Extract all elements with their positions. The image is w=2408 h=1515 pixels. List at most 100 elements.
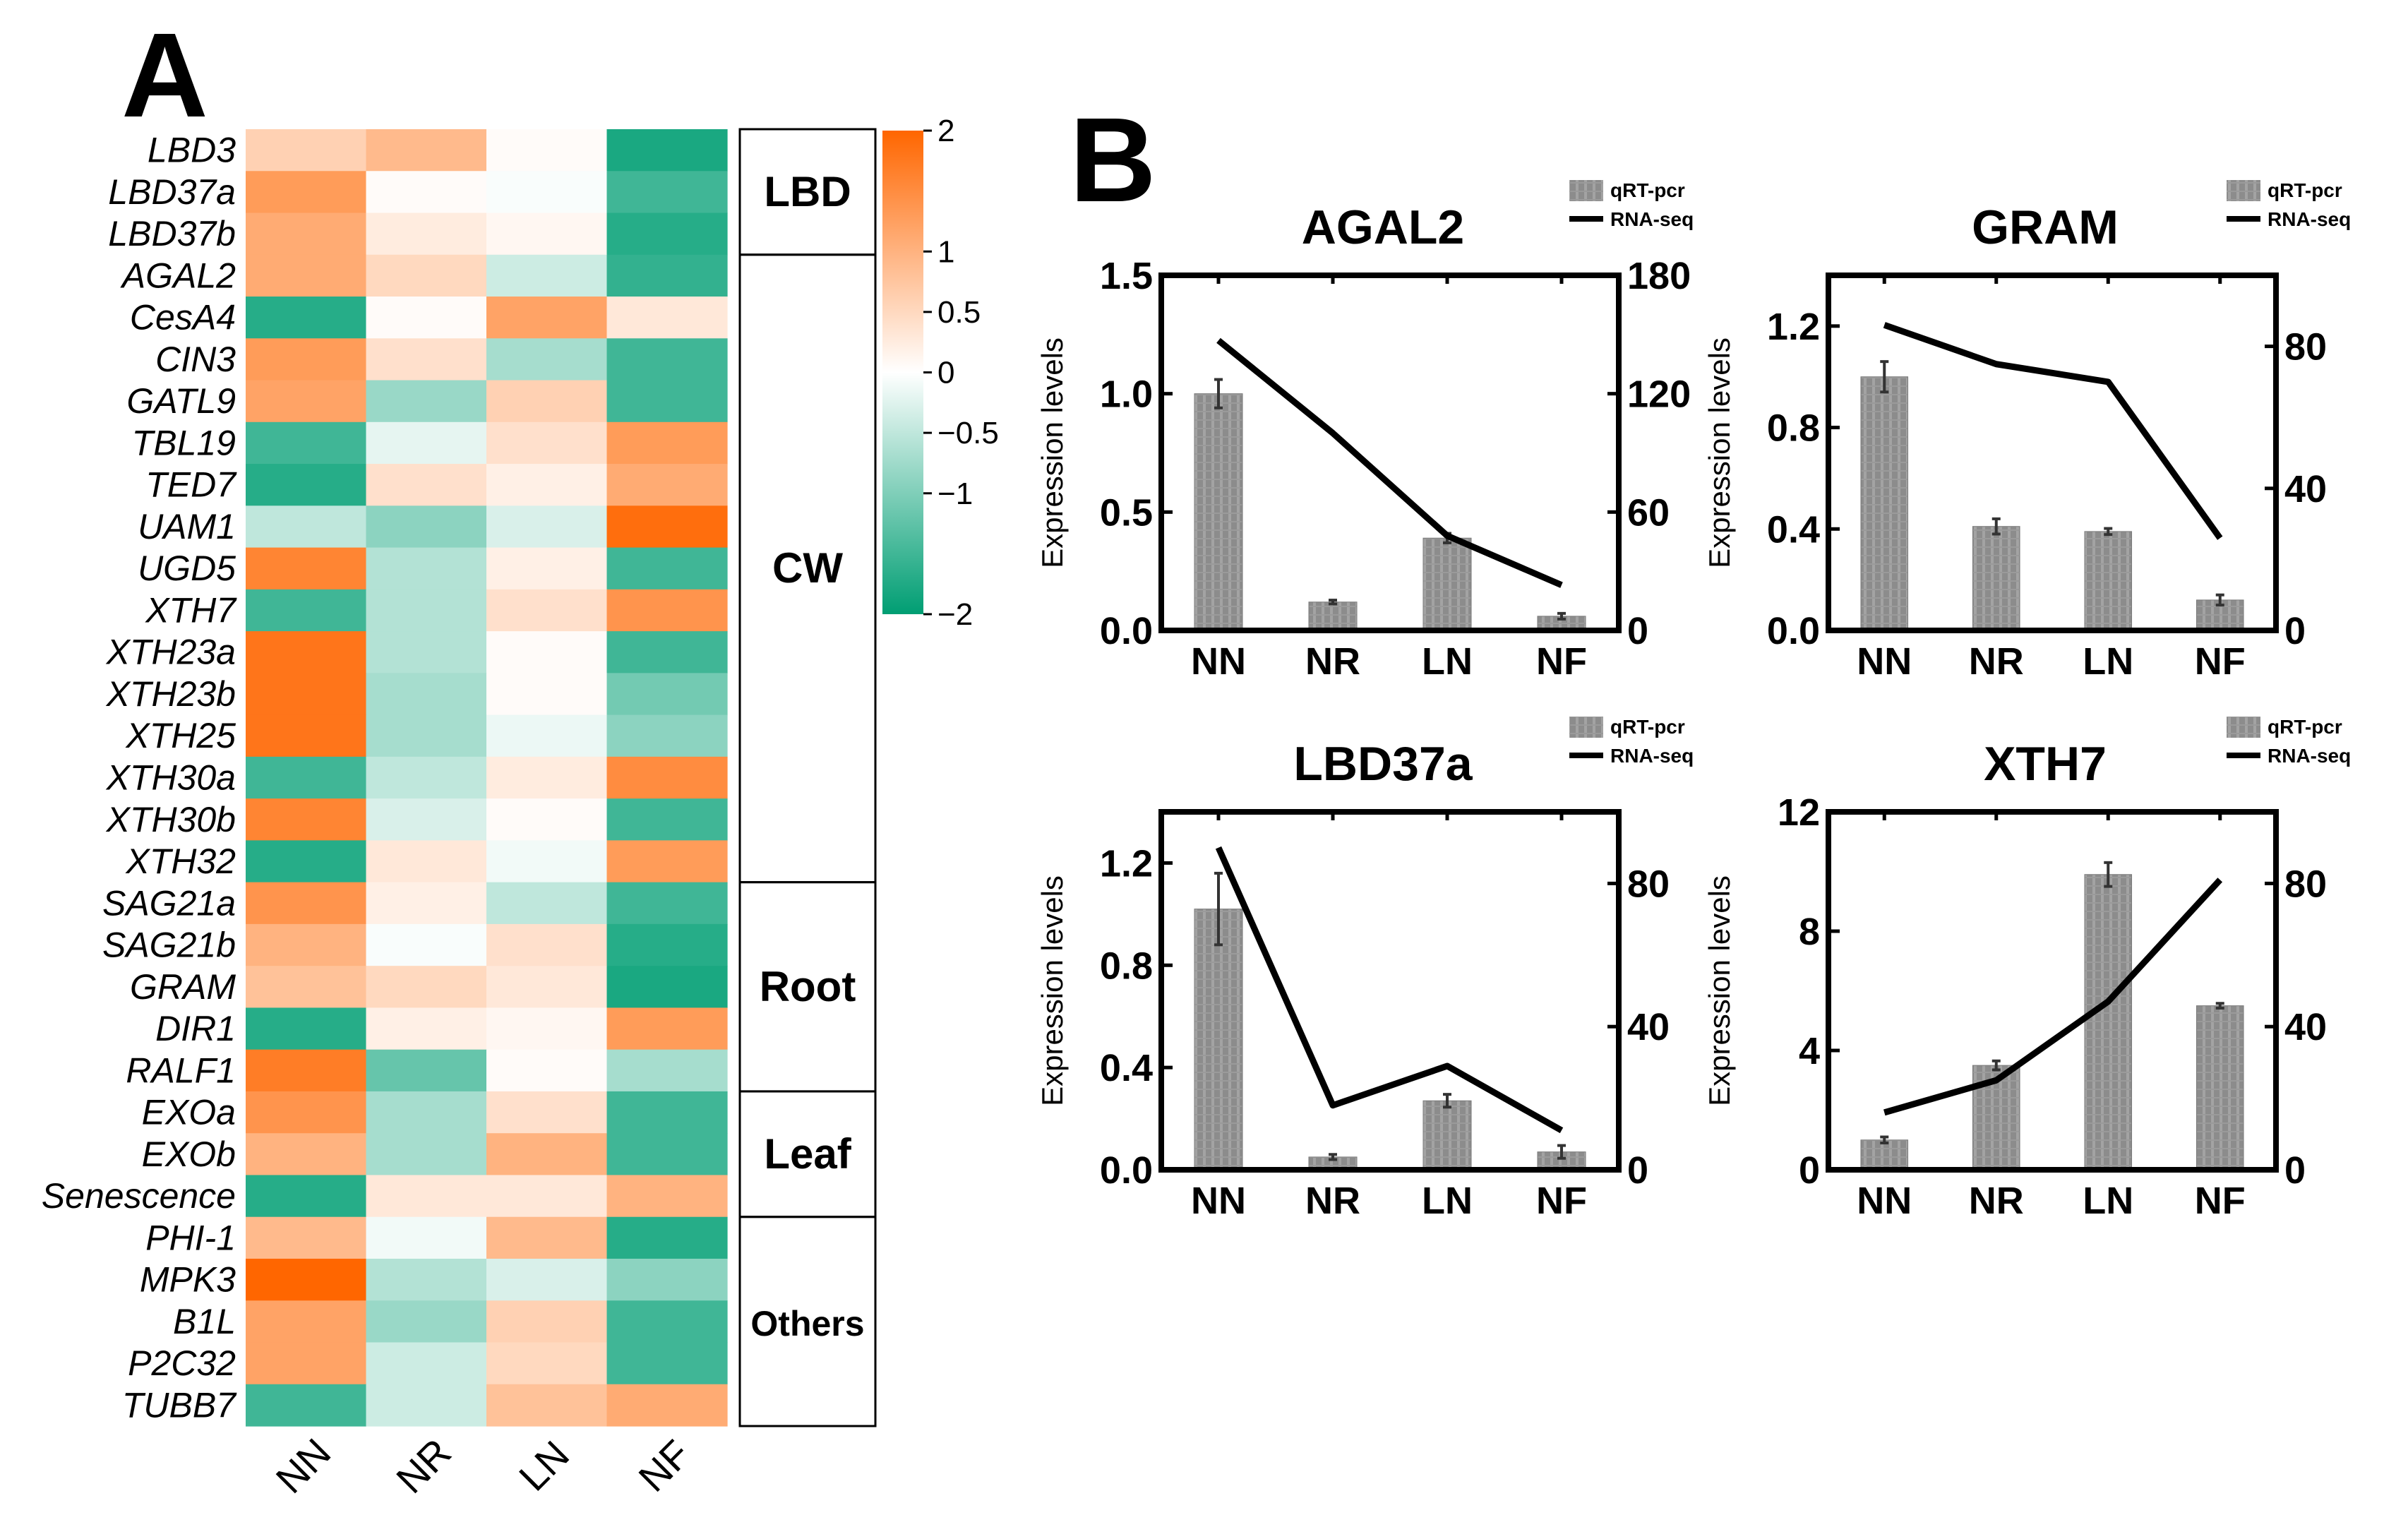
- subplot-title: XTH7: [1984, 737, 2107, 791]
- gene-label: XTH30a: [106, 758, 236, 798]
- y2-tick-label: 80: [2284, 863, 2327, 905]
- gene-label: CIN3: [155, 340, 236, 379]
- bar: [1860, 1139, 1909, 1170]
- gene-label: XTH25: [125, 716, 236, 755]
- heatmap-cell: [246, 1049, 367, 1092]
- heatmap-cell: [246, 212, 367, 256]
- column-label: LN: [510, 1432, 577, 1499]
- y-tick-label: 0.8: [1100, 945, 1153, 987]
- bar: [1422, 537, 1472, 631]
- heatmap-cell: [606, 1384, 728, 1427]
- heatmap-cell: [486, 966, 608, 1009]
- heatmap-cell: [486, 129, 608, 172]
- gene-label: AGAL2: [120, 256, 236, 295]
- y-axis-label: Expression levels: [1036, 875, 1069, 1106]
- bar: [1860, 376, 1909, 631]
- bar: [2084, 531, 2133, 631]
- rna-seq-line: [1216, 337, 1563, 588]
- legend-label: RNA-seq: [1610, 208, 1694, 230]
- heatmap-cell: [606, 380, 728, 423]
- heatmap-cell: [366, 171, 487, 214]
- heatmap-cell: [486, 254, 608, 297]
- heatmap-cell: [606, 505, 728, 549]
- heatmap-cell: [246, 1007, 367, 1050]
- legend-swatch-bar: [2227, 180, 2260, 201]
- heatmap-cell: [486, 714, 608, 758]
- heatmap-cell: [606, 1258, 728, 1301]
- gene-label: XTH30b: [106, 800, 236, 839]
- y-axis-label: Expression levels: [1036, 337, 1069, 568]
- column-label: NF: [630, 1432, 698, 1500]
- heatmap-cell: [606, 547, 728, 590]
- bar: [1194, 909, 1243, 1170]
- gene-label: TBL19: [132, 423, 236, 462]
- heatmap-cell: [246, 171, 367, 214]
- y-tick-label: 1.2: [1100, 842, 1153, 885]
- heatmap-cell: [366, 589, 487, 632]
- heatmap-cell: [366, 673, 487, 716]
- heatmap-cell: [246, 1133, 367, 1176]
- colorbar-tick-label: 1: [938, 234, 954, 269]
- y2-tick-label: 0: [1627, 1149, 1648, 1192]
- panel-b-label: B: [1070, 93, 1156, 227]
- heatmap-cell: [246, 798, 367, 841]
- heatmap-cell: [366, 923, 487, 966]
- category-label: NF: [1536, 640, 1587, 683]
- bar: [2084, 874, 2133, 1170]
- legend-swatch-bar: [1569, 180, 1603, 201]
- heatmap-cell: [366, 1091, 487, 1134]
- gene-label: UGD5: [138, 549, 236, 588]
- bar: [2196, 1005, 2244, 1170]
- heatmap-cell: [606, 966, 728, 1009]
- gene-label: LBD3: [148, 131, 236, 170]
- heatmap-cell: [606, 1091, 728, 1134]
- legend-label: qRT-pcr: [2268, 179, 2342, 201]
- heatmap-cell: [486, 756, 608, 799]
- heatmap-cell: [246, 1175, 367, 1218]
- heatmap-cell: [606, 464, 728, 506]
- heatmap-cell: [486, 923, 608, 966]
- gene-label: UAM1: [138, 507, 236, 546]
- gene-label: SAG21b: [102, 926, 236, 965]
- heatmap-cell: [606, 840, 728, 883]
- heatmap-cell: [606, 254, 728, 297]
- subplot-lbd37a: LBD37a 0.0 0.4 0.8 1.2 0 40 80 NN NR LN NF Expressio…: [1036, 716, 1694, 1222]
- gene-label: GRAM: [130, 967, 236, 1007]
- heatmap-cell: [606, 673, 728, 716]
- gene-label: LBD37b: [108, 214, 236, 253]
- heatmap-cell: [486, 1342, 608, 1385]
- heatmap-cell: [246, 1300, 367, 1343]
- heatmap-cell: [606, 1300, 728, 1343]
- category-label: NN: [1857, 1180, 1912, 1222]
- legend-label: qRT-pcr: [1610, 716, 1685, 738]
- heatmap-cell: [246, 923, 367, 966]
- y2-tick-label: 0: [1627, 610, 1648, 652]
- heatmap-cell: [606, 171, 728, 214]
- heatmap-cell: [486, 1175, 608, 1218]
- heatmap-cell: [366, 464, 487, 506]
- panel-a-label: A: [121, 8, 208, 143]
- heatmap-cell: [606, 798, 728, 841]
- heatmap-cell: [486, 171, 608, 214]
- y2-tick-label: 40: [2284, 468, 2327, 510]
- heatmap-cell: [486, 631, 608, 673]
- y-tick-label: 0.0: [1767, 610, 1820, 652]
- heatmap-cell: [366, 1133, 487, 1176]
- heatmap-cell: [606, 589, 728, 632]
- heatmap-cell: [366, 1049, 487, 1092]
- heatmap-cell: [606, 756, 728, 799]
- y2-tick-label: 40: [2284, 1006, 2327, 1048]
- heatmap-cell: [606, 297, 728, 339]
- heatmap-cell: [246, 254, 367, 297]
- heatmap-cell: [246, 1091, 367, 1134]
- heatmap-cell: [486, 1049, 608, 1092]
- heatmap-cell: [246, 421, 367, 465]
- heatmap-cell: [366, 212, 487, 256]
- heatmap-cell: [246, 840, 367, 883]
- heatmap-cell: [246, 297, 367, 339]
- heatmap-cell: [246, 1216, 367, 1259]
- y-axis-label: Expression levels: [1703, 875, 1736, 1106]
- y-tick-label: 0.5: [1100, 491, 1153, 534]
- y-tick-label: 0.0: [1100, 610, 1153, 652]
